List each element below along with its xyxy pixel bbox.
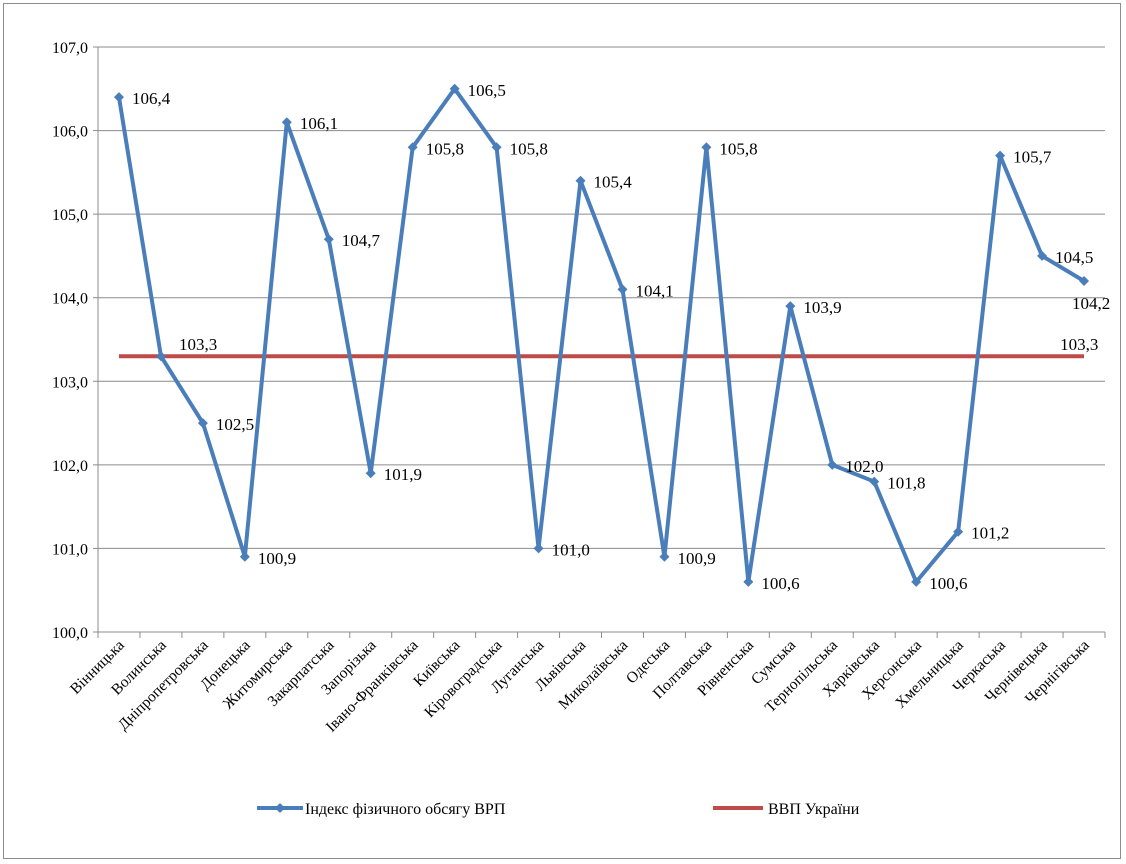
data-label: 101,9 — [384, 465, 422, 484]
data-point — [1037, 250, 1048, 261]
data-point — [1079, 276, 1090, 286]
data-point — [491, 142, 502, 153]
data-label: 100,6 — [761, 574, 799, 593]
data-point — [659, 551, 670, 562]
data-label: 104,2 — [1072, 294, 1110, 313]
data-label: 101,2 — [971, 524, 1009, 543]
data-point — [911, 576, 922, 587]
data-label: 101,8 — [887, 474, 925, 493]
data-point — [281, 117, 292, 128]
data-point — [701, 142, 712, 153]
series-line-grp-index — [117, 86, 1086, 584]
data-label: 102,0 — [845, 457, 883, 476]
legend-label-grp-index: Індекс фізичного обсягу ВРП — [305, 801, 506, 818]
y-tick-label: 102,0 — [52, 458, 88, 475]
data-point — [239, 551, 250, 562]
data-label: 104,7 — [342, 231, 381, 250]
data-point — [743, 576, 754, 587]
data-point — [155, 351, 166, 362]
data-label: 106,5 — [468, 81, 506, 100]
data-point — [323, 234, 334, 245]
data-point — [617, 284, 628, 295]
data-label: 102,5 — [216, 415, 254, 434]
data-point — [449, 83, 460, 94]
data-point — [407, 142, 418, 153]
data-label: 105,8 — [510, 139, 548, 158]
data-label: 100,6 — [929, 574, 967, 593]
data-label: 106,1 — [300, 114, 338, 133]
y-tick-label: 101,0 — [52, 541, 88, 558]
y-tick-label: 107,0 — [52, 40, 88, 57]
x-category-label: Тернопільська — [762, 637, 841, 716]
data-label: 105,7 — [1013, 148, 1052, 167]
y-tick-label: 103,0 — [52, 374, 88, 391]
data-point — [575, 175, 586, 186]
data-label: 103,3 — [179, 335, 217, 354]
data-point — [113, 92, 124, 103]
legend-marker — [275, 803, 285, 813]
chart-frame — [3, 3, 1121, 859]
y-tick-label: 105,0 — [52, 207, 88, 224]
data-point — [365, 468, 376, 479]
data-point — [785, 301, 796, 312]
data-point — [827, 459, 838, 470]
data-point — [197, 418, 208, 429]
y-tick-label: 106,0 — [52, 124, 88, 141]
data-label: 101,0 — [552, 540, 590, 559]
y-tick-label: 100,0 — [52, 625, 88, 642]
data-point — [533, 543, 544, 554]
data-point — [953, 526, 964, 537]
data-point — [869, 476, 880, 487]
y-tick-label: 104,0 — [52, 291, 88, 308]
legend: Індекс фізичного обсягу ВРП ВВП України — [257, 801, 860, 818]
data-label: 105,8 — [426, 139, 464, 158]
data-label: 103,9 — [803, 298, 841, 317]
legend-label-gdp-ukraine: ВВП України — [768, 801, 860, 818]
data-label: 103,3 — [1060, 335, 1098, 354]
data-label: 105,4 — [594, 173, 633, 192]
data-label: 106,4 — [132, 89, 171, 108]
data-label: 100,9 — [677, 549, 715, 568]
data-label: 104,1 — [635, 281, 673, 300]
data-label: 104,5 — [1055, 248, 1093, 267]
data-label: 100,9 — [258, 549, 296, 568]
data-point — [995, 150, 1006, 161]
data-label: 105,8 — [719, 139, 757, 158]
